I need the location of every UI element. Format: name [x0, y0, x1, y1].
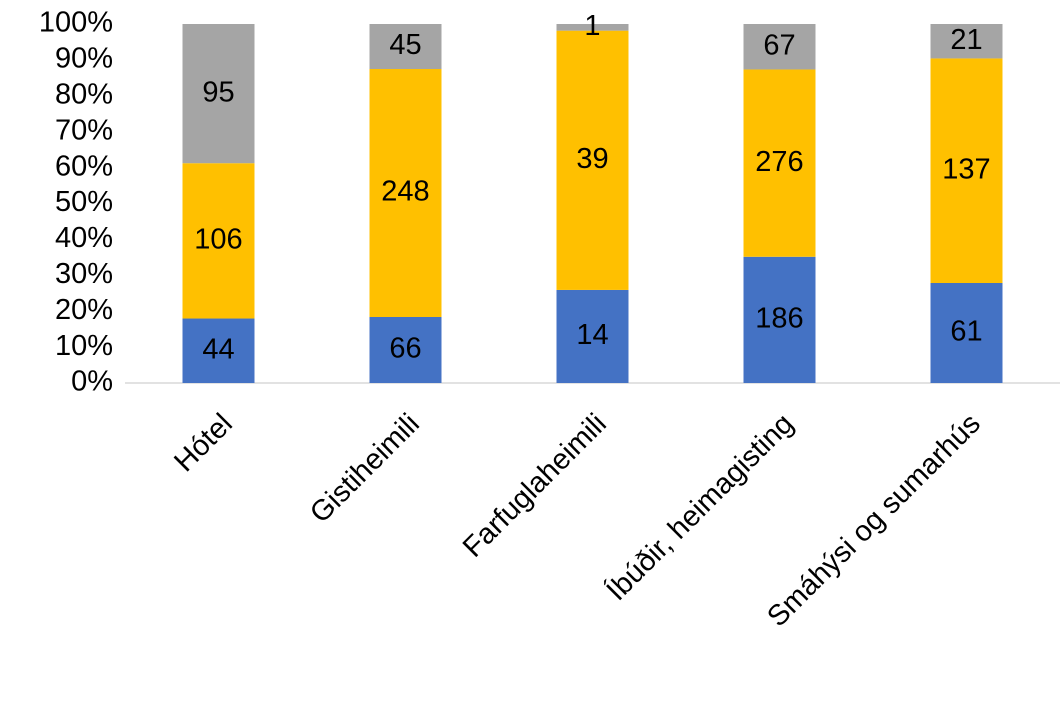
bar-segment: [930, 58, 1003, 284]
x-tick-label: Íbúðir, heimagisting: [600, 407, 800, 607]
x-tick-label: Gistiheimili: [304, 408, 426, 530]
data-label: 106: [194, 224, 242, 256]
data-label: 137: [942, 153, 990, 185]
y-tick-label: 70%: [55, 114, 113, 146]
data-label: 45: [389, 29, 421, 61]
data-label: 66: [389, 333, 421, 365]
y-tick-label: 0%: [71, 366, 113, 398]
data-label: 14: [576, 319, 608, 351]
data-label: 21: [950, 24, 982, 56]
data-label: 276: [755, 146, 803, 178]
bar-segment: [930, 24, 1003, 59]
data-label: 95: [202, 76, 234, 108]
bar-segment: [743, 69, 816, 257]
data-label: 61: [950, 316, 982, 348]
bar-segment: [930, 283, 1003, 383]
bar-segment: [182, 163, 255, 319]
bar-segment: [182, 24, 255, 164]
y-tick-label: 20%: [55, 294, 113, 326]
data-label: 248: [381, 176, 429, 208]
bar-segment: [556, 289, 629, 383]
y-tick-label: 40%: [55, 222, 113, 254]
y-tick-label: 50%: [55, 186, 113, 218]
y-tick-label: 80%: [55, 78, 113, 110]
y-tick-label: 10%: [55, 330, 113, 362]
y-tick-label: 100%: [39, 7, 113, 39]
bar-segment: [369, 317, 442, 383]
y-tick-label: 30%: [55, 258, 113, 290]
data-label: 186: [755, 303, 803, 335]
bar-segment: [556, 30, 629, 290]
bar-segment: [182, 318, 255, 383]
bar-segment: [369, 24, 442, 69]
bar-segment: [556, 24, 629, 31]
x-tick-label: Hótel: [168, 408, 239, 479]
x-tick-label: Farfuglaheimili: [457, 408, 613, 564]
y-tick-label: 90%: [55, 43, 113, 75]
bar-segment: [743, 24, 816, 70]
data-label: 67: [763, 29, 795, 61]
y-tick-label: 60%: [55, 150, 113, 182]
data-label: 1: [584, 10, 600, 42]
data-label: 44: [202, 333, 234, 365]
x-tick-label: Smáhýsi og sumarhús: [761, 408, 987, 634]
bar-segment: [369, 69, 442, 317]
bar-segment: [743, 256, 816, 383]
data-label: 39: [576, 143, 608, 175]
